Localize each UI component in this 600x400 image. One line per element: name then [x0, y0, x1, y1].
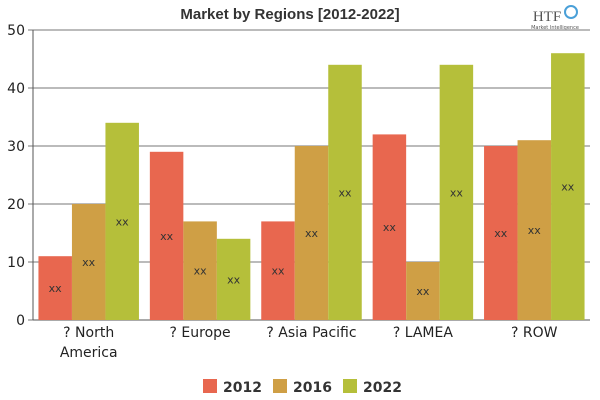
bar-2016 — [294, 146, 329, 320]
bar-2022 — [551, 53, 585, 320]
bar-2012 — [484, 146, 518, 320]
data-label: xx — [116, 215, 130, 228]
chart-title: Market by Regions [2012-2022] — [180, 6, 399, 23]
x-tick-label: ? North — [63, 325, 114, 341]
x-tick-label: ? Asia Pacific — [266, 325, 356, 341]
data-label: xx — [383, 221, 397, 234]
bar-2016 — [71, 204, 106, 320]
bar-2016 — [406, 262, 440, 320]
legend-label: 2016 — [293, 380, 332, 396]
data-label: xx — [338, 186, 352, 199]
data-label: xx — [227, 273, 241, 286]
x-tick-label: ? ROW — [511, 325, 558, 341]
data-label: xx — [494, 227, 508, 240]
legend-swatch-2012 — [203, 379, 217, 393]
bar-2012 — [261, 221, 295, 320]
y-tick-label: 40 — [7, 81, 25, 97]
data-label: xx — [82, 256, 96, 269]
data-label: xx — [450, 186, 464, 199]
data-label: xx — [271, 265, 285, 278]
legend-label: 2022 — [363, 380, 402, 396]
x-tick-label: ? LAMEA — [393, 325, 454, 341]
data-label: xx — [194, 265, 208, 278]
y-tick-label: 20 — [7, 197, 25, 213]
data-label: xx — [416, 285, 430, 298]
y-tick-label: 0 — [16, 313, 25, 329]
data-label: xx — [49, 282, 63, 295]
bar-2022 — [439, 64, 474, 320]
bar-2022 — [105, 122, 139, 320]
bar-2016 — [183, 221, 217, 320]
y-tick-label: 10 — [7, 255, 25, 271]
x-tick-label: America — [60, 345, 118, 361]
y-tick-label: 50 — [7, 23, 25, 39]
bar-2016 — [517, 140, 552, 320]
legend-swatch-2016 — [273, 379, 287, 393]
logo-globe-icon — [564, 5, 578, 19]
bar-2022 — [216, 238, 251, 320]
logo: HTF Market Intelligence — [531, 5, 579, 31]
data-label: xx — [561, 181, 575, 194]
x-tick-label: ? Europe — [170, 325, 231, 341]
bar-2012 — [372, 134, 407, 320]
bar-2022 — [328, 64, 362, 320]
bar-2012 — [149, 151, 184, 320]
legend-label: 2012 — [223, 380, 262, 396]
logo-subtext: Market Intelligence — [531, 25, 579, 31]
data-label: xx — [160, 230, 174, 243]
bar-2012 — [38, 256, 72, 320]
y-tick-label: 30 — [7, 139, 25, 155]
logo-text: HTF — [533, 9, 561, 25]
data-label: xx — [305, 227, 319, 240]
data-label: xx — [528, 224, 542, 237]
legend-swatch-2022 — [343, 379, 357, 393]
